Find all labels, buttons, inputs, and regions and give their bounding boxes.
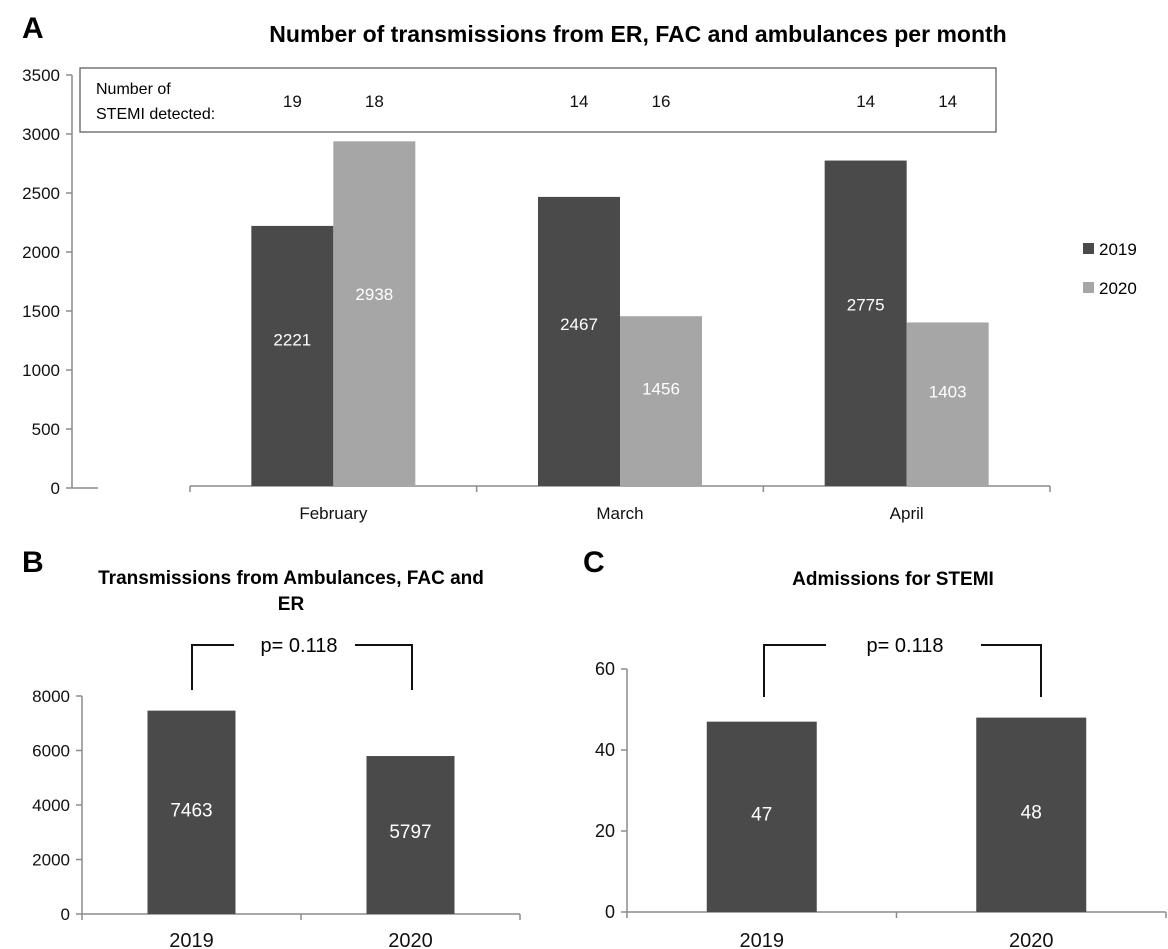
- panel-b-bracket-right: [355, 644, 413, 690]
- panel-a-y-axis: 0 500 1000 1500 2000 2500 3000 3500: [22, 66, 73, 498]
- panel-c-bars: [706, 717, 1087, 912]
- y-tick-label: 1000: [22, 361, 60, 380]
- panel-b-y-axis: 0 2000 4000 6000 8000: [32, 687, 83, 924]
- x-category-label: 2019: [740, 930, 785, 949]
- stemi-value: 18: [365, 92, 384, 111]
- bar-value-label: 2775: [847, 295, 885, 314]
- bar-value-label: 47: [751, 805, 772, 826]
- stemi-annotation-box: Number of STEMI detected: 19 18 14 16 14 14: [79, 67, 997, 133]
- y-tick-label: 2000: [32, 851, 70, 870]
- panel-a-legend: 2019 2020: [1083, 240, 1137, 298]
- panel-b-bars: [147, 710, 455, 914]
- panel-a-title: Number of transmissions from ER, FAC and…: [269, 21, 1006, 47]
- y-tick-label: 500: [32, 420, 60, 439]
- bar-value-label: 2938: [355, 285, 393, 304]
- x-category-label: 2019: [169, 930, 214, 949]
- x-category-label: April: [890, 504, 924, 523]
- y-tick-label: 3500: [22, 66, 60, 85]
- stemi-label-line1: Number of: [96, 81, 171, 98]
- panel-c-letter: C: [583, 546, 605, 579]
- y-tick-label: 60: [595, 659, 615, 679]
- bar: [620, 316, 702, 486]
- legend-swatch-2019: [1083, 243, 1094, 254]
- y-tick-label: 20: [595, 821, 615, 841]
- stemi-value: 14: [938, 92, 957, 111]
- panel-b-significance-bracket: p= 0.118: [191, 635, 413, 690]
- panel-c-x-axis: 2019 2020: [626, 911, 1167, 949]
- bar-value-label: 2221: [273, 331, 311, 350]
- y-tick-label: 0: [61, 905, 70, 924]
- panel-c-p-value: p= 0.118: [867, 635, 944, 657]
- panel-c-y-axis: 0 20 40 60: [595, 659, 628, 922]
- bar: [147, 710, 236, 914]
- panel-b-bracket-left: [191, 644, 234, 690]
- bar-value-label: 1403: [929, 383, 967, 402]
- panel-a: A Number of transmissions from ER, FAC a…: [22, 12, 1137, 523]
- bar: [906, 322, 989, 486]
- y-tick-label: 0: [51, 479, 60, 498]
- panel-c-bar-labels: 47 48: [751, 803, 1042, 826]
- stemi-annotation-frame: [79, 67, 997, 133]
- panel-b-letter: B: [22, 546, 44, 579]
- bar-value-label: 7463: [170, 800, 212, 821]
- x-category-label: 2020: [1009, 930, 1054, 949]
- panel-b-title-line2: ER: [278, 594, 305, 615]
- bar-value-label: 48: [1021, 803, 1042, 824]
- panel-b-x-axis: 2019 2020: [81, 913, 521, 949]
- panel-c: C Admissions for STEMI p= 0.118 0204060 …: [583, 546, 1167, 949]
- y-tick-label: 3000: [22, 125, 60, 144]
- panel-a-bar-labels: 2221 2938 2467 1456 2775 1403: [273, 285, 966, 402]
- panel-c-title: Admissions for STEMI: [792, 569, 994, 590]
- bar: [976, 717, 1087, 912]
- panel-c-significance-bracket: p= 0.118: [763, 635, 1042, 697]
- stemi-values: 19 18 14 16 14 14: [283, 92, 957, 111]
- x-category-label: March: [596, 504, 643, 523]
- bar: [251, 225, 334, 486]
- panel-b-title-line1: Transmissions from Ambulances, FAC and: [98, 568, 484, 589]
- x-category-label: February: [299, 504, 368, 523]
- panel-b-p-value: p= 0.118: [261, 635, 338, 657]
- y-tick-label: 1500: [22, 302, 60, 321]
- x-category-label: 2020: [388, 930, 433, 949]
- panel-b: B Transmissions from Ambulances, FAC and…: [22, 546, 521, 949]
- y-tick-label: 2500: [22, 184, 60, 203]
- legend-label-2020: 2020: [1099, 279, 1137, 298]
- panel-a-x-axis: February March April: [72, 485, 1051, 523]
- y-tick-label: 4000: [32, 796, 70, 815]
- bar: [333, 141, 416, 487]
- panel-a-letter: A: [22, 12, 44, 45]
- y-tick-label: 40: [595, 740, 615, 760]
- y-tick-label: 6000: [32, 742, 70, 761]
- stemi-value: 14: [570, 92, 589, 111]
- panel-c-bracket-right: [981, 644, 1042, 697]
- panel-b-bar-labels: 7463 5797: [170, 800, 431, 843]
- panel-c-bracket-left: [763, 644, 826, 697]
- bar-value-label: 1456: [642, 379, 680, 398]
- bar: [706, 721, 817, 912]
- y-tick-label: 0: [605, 902, 615, 922]
- y-tick-label: 8000: [32, 687, 70, 706]
- bar: [824, 160, 907, 487]
- legend-swatch-2020: [1083, 282, 1094, 293]
- panel-a-bars: [251, 141, 989, 487]
- stemi-label-line2: STEMI detected:: [96, 106, 215, 123]
- bar: [366, 756, 455, 914]
- stemi-value: 19: [283, 92, 302, 111]
- bar: [538, 196, 620, 487]
- legend-label-2019: 2019: [1099, 240, 1137, 259]
- y-tick-label: 2000: [22, 243, 60, 262]
- bar-value-label: 2467: [560, 315, 598, 334]
- stemi-value: 14: [856, 92, 875, 111]
- bar-value-label: 5797: [389, 822, 431, 843]
- stemi-value: 16: [652, 92, 671, 111]
